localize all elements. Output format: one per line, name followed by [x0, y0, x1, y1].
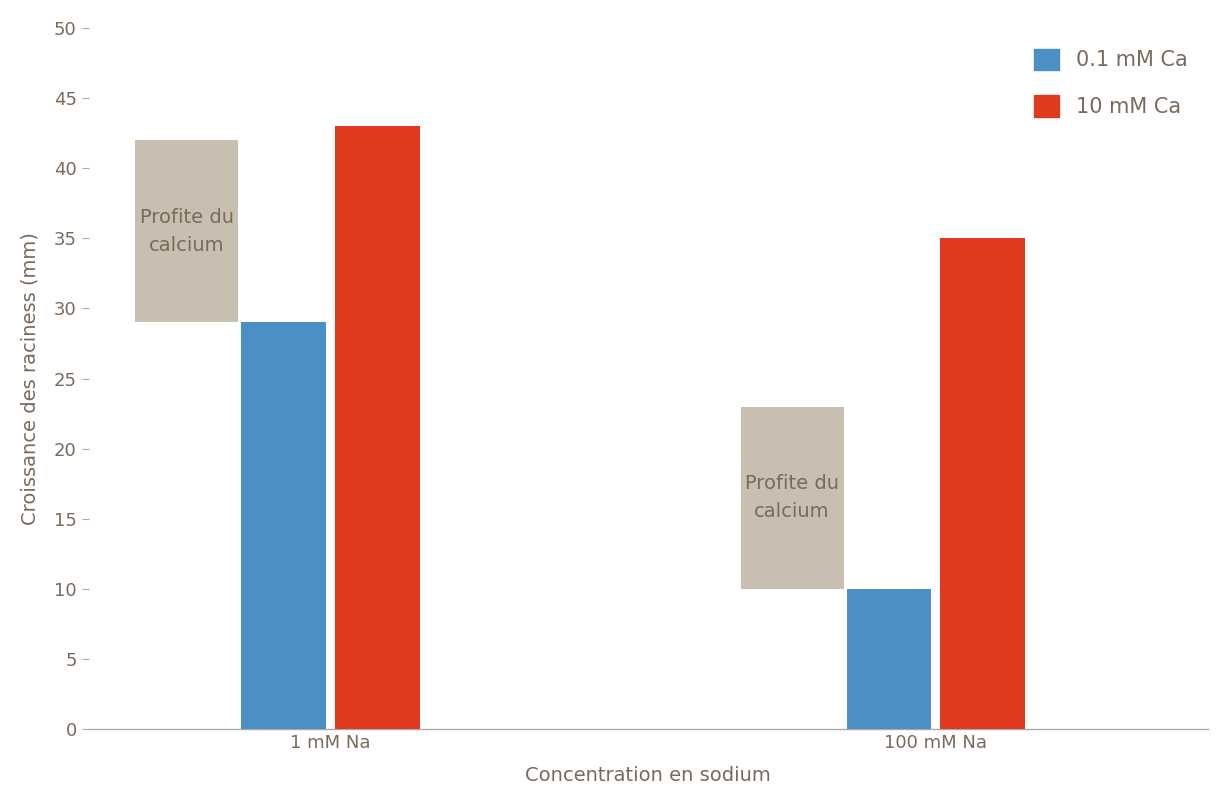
Legend: 0.1 mM Ca, 10 mM Ca: 0.1 mM Ca, 10 mM Ca [1024, 38, 1198, 127]
Bar [336, 126, 420, 729]
Text: Profite du
calcium: Profite du calcium [745, 475, 839, 521]
Text: Profite du
calcium: Profite du calcium [140, 208, 234, 255]
Bar [940, 239, 1025, 729]
Y-axis label: Croissance des raciness (mm): Croissance des raciness (mm) [21, 232, 39, 525]
X-axis label: Concentration en sodium: Concentration en sodium [526, 767, 772, 785]
Bar [847, 589, 932, 729]
FancyBboxPatch shape [741, 407, 843, 589]
Bar [241, 322, 326, 729]
FancyBboxPatch shape [135, 140, 238, 322]
